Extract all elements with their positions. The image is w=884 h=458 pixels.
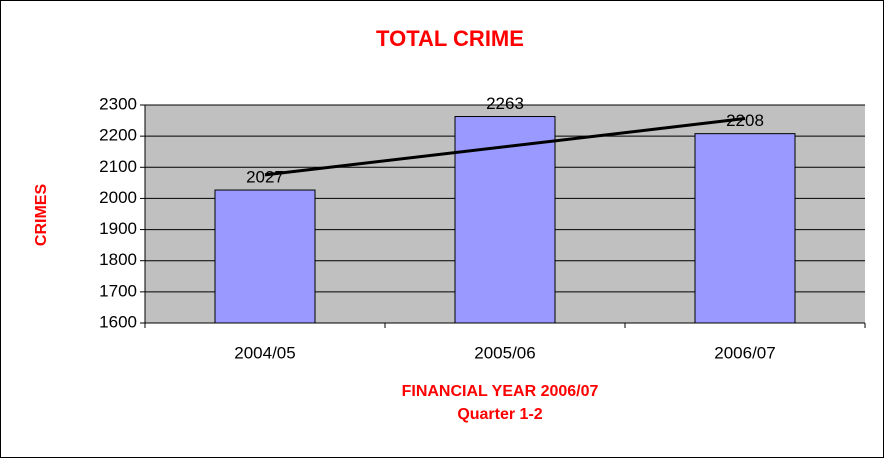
data-label: 2263 [486, 94, 524, 113]
y-axis-label: CRIMES [33, 184, 50, 247]
x-tick-label: 2005/06 [474, 343, 535, 362]
y-tick-label: 1600 [99, 312, 137, 331]
y-tick-label: 2300 [99, 94, 137, 113]
x-axis-label: Quarter 1-2 [457, 406, 542, 423]
y-tick-label: 2200 [99, 126, 137, 145]
trendline [264, 117, 746, 177]
y-tick-label: 1700 [99, 281, 137, 300]
y-tick-label: 2000 [99, 188, 137, 207]
x-tick-label: 2004/05 [234, 343, 295, 362]
y-tick-label: 1900 [99, 219, 137, 238]
bar [694, 133, 796, 324]
y-tick-label: 2100 [99, 157, 137, 176]
bar [214, 189, 316, 324]
data-label: 2208 [726, 111, 764, 130]
chart-title: TOTAL CRIME [376, 26, 524, 51]
x-tick-label: 2006/07 [714, 343, 775, 362]
y-tick-label: 1800 [99, 250, 137, 269]
x-axis-label: FINANCIAL YEAR 2006/07 [402, 383, 599, 400]
data-label: 2027 [246, 168, 284, 187]
